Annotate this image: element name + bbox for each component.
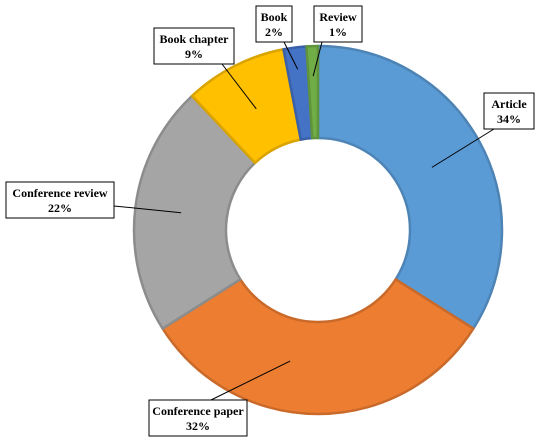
label-box-conference-review [5, 181, 115, 219]
label-box-article [483, 92, 535, 130]
slice-conference-paper [161, 278, 475, 416]
leader-line-review [312, 41, 323, 77]
value-label-conference-review: 22% [48, 201, 72, 215]
label-box-book [255, 5, 293, 43]
value-label-review: 1% [329, 25, 347, 39]
leader-line-conference-paper [210, 360, 291, 401]
category-label-article: Article [491, 97, 527, 111]
category-label-conference-paper: Conference paper [152, 404, 244, 418]
category-label-book: Book [261, 10, 288, 24]
value-label-conference-paper: 32% [186, 419, 210, 433]
slice-conference-review [132, 94, 257, 330]
category-label-book-chapter: Book chapter [160, 32, 230, 46]
value-label-article: 34% [497, 112, 521, 126]
donut-slices [132, 44, 504, 416]
label-box-book-chapter [153, 27, 235, 65]
leader-line-conference-review [113, 205, 182, 214]
slice-article [316, 44, 504, 330]
category-label-conference-review: Conference review [12, 186, 108, 200]
leader-line-book [283, 41, 299, 70]
label-box-review [313, 5, 363, 43]
category-label-review: Review [319, 10, 357, 24]
leader-line-book-chapter [221, 63, 257, 110]
label-box-conference-paper [148, 399, 248, 437]
value-label-book: 2% [265, 25, 283, 39]
leader-line-article [431, 128, 495, 168]
value-label-book-chapter: 9% [185, 47, 203, 61]
